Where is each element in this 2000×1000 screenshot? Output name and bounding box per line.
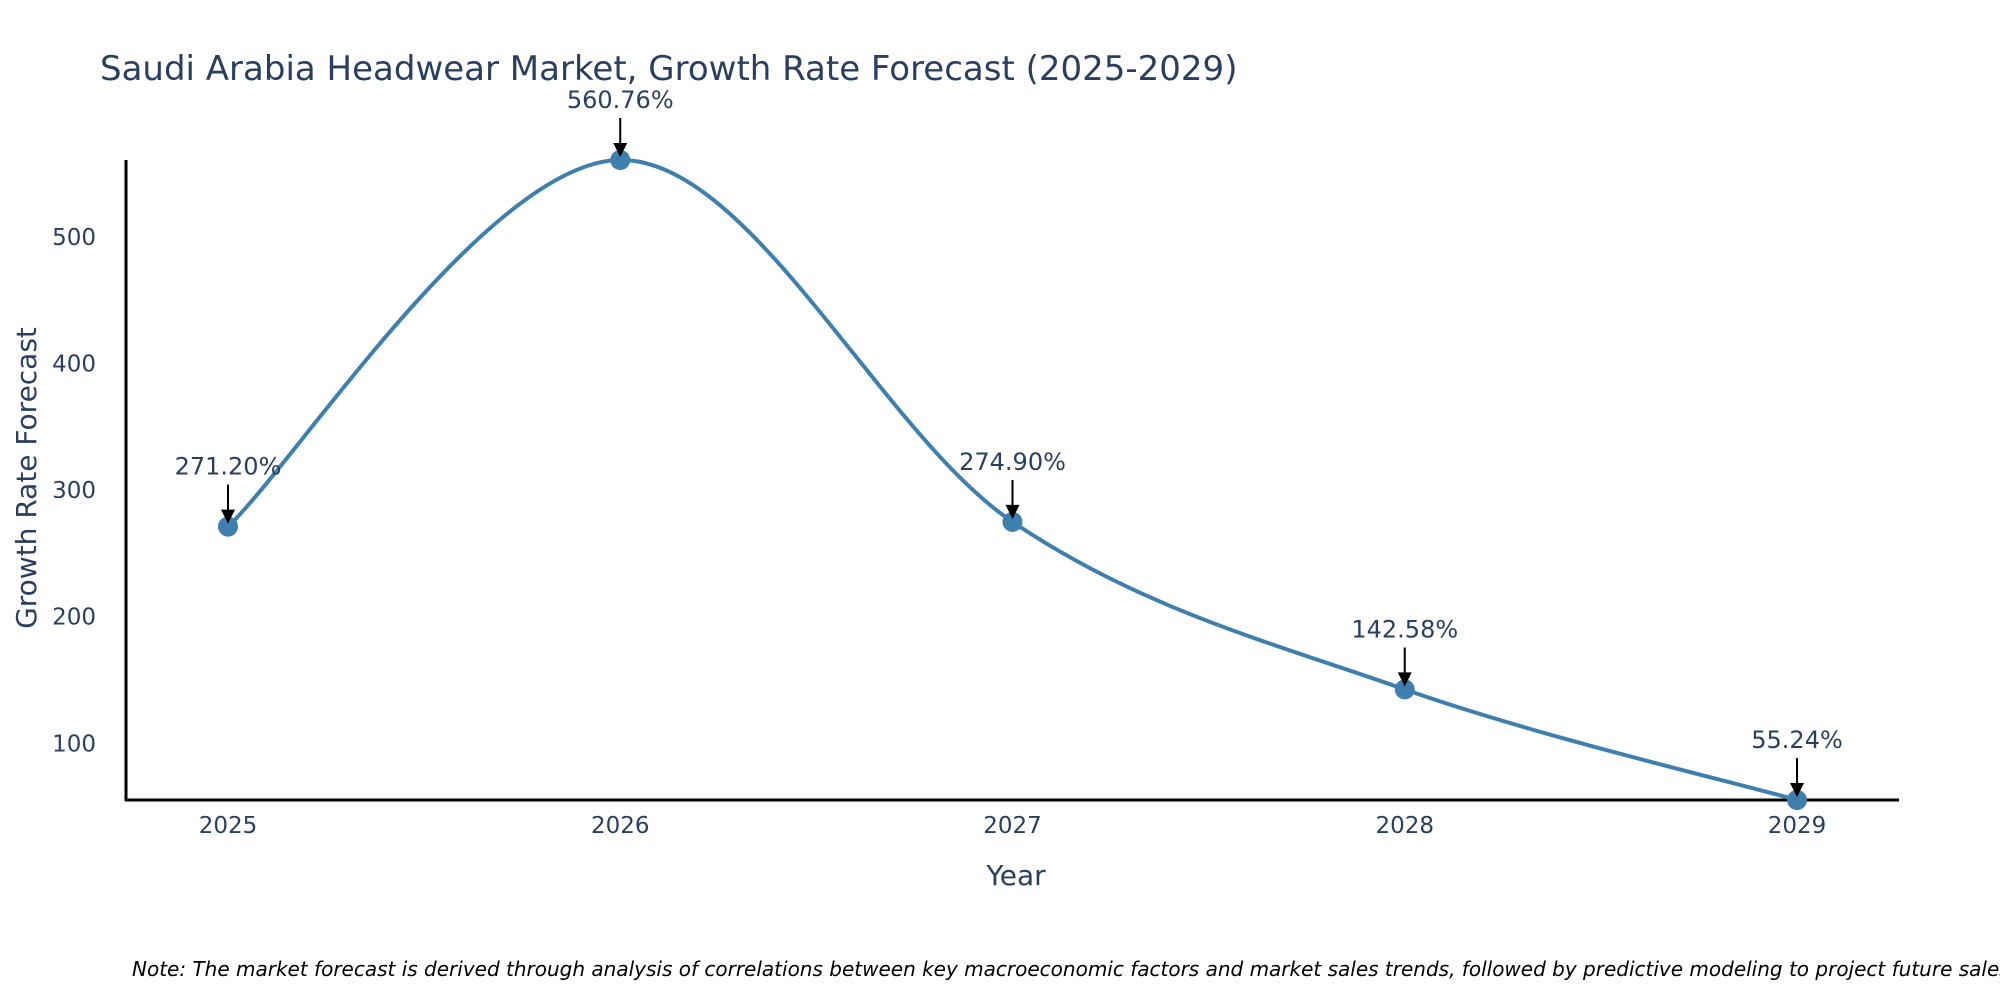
axes (124, 160, 1899, 802)
data-markers (217, 150, 1808, 810)
data-label: 560.76% (567, 86, 674, 114)
annotation-2029: 55.24% (1751, 726, 1843, 797)
annotation-arrow-head (613, 143, 628, 157)
x-tick-label: 2027 (983, 813, 1042, 839)
annotation-arrow-head (220, 509, 235, 524)
y-ticks: 100 200 300 400 500 (52, 225, 96, 757)
data-label: 271.20% (175, 453, 282, 481)
x-tick-label: 2029 (1768, 813, 1827, 839)
data-point-2028 (1394, 679, 1415, 700)
x-tick-label: 2028 (1375, 813, 1434, 839)
footnote: Note: The market forecast is derived thr… (132, 957, 2000, 981)
x-tick-label: 2025 (199, 813, 258, 839)
data-label: 274.90% (959, 448, 1066, 476)
chart-title: Saudi Arabia Headwear Market, Growth Rat… (100, 49, 1237, 89)
series-line (226, 157, 1798, 802)
annotation-2028: 142.58% (1351, 615, 1458, 687)
x-axis-title: Year (985, 859, 1046, 892)
x-ticks: 2025 2026 2027 2028 2029 (199, 813, 1827, 839)
annotation-arrow-head (1005, 504, 1020, 519)
data-annotations: 271.20% 560.76% 274.90% 142.58% 55.24% (175, 86, 1843, 797)
y-tick-label: 300 (52, 478, 96, 504)
data-point-2027 (1002, 511, 1023, 532)
y-tick-label: 200 (52, 605, 96, 631)
data-label: 142.58% (1351, 615, 1458, 643)
data-point-2026 (610, 150, 631, 170)
annotation-2027: 274.90% (959, 448, 1066, 519)
data-point-2029 (1787, 790, 1808, 810)
data-label: 55.24% (1751, 726, 1843, 754)
y-axis-title: Growth Rate Forecast (10, 327, 43, 629)
y-tick-label: 500 (52, 225, 96, 251)
x-tick-label: 2026 (591, 813, 650, 839)
annotation-2025: 271.20% (175, 453, 282, 524)
data-point-2025 (217, 516, 238, 537)
y-tick-label: 400 (52, 352, 96, 378)
annotation-2026: 560.76% (567, 86, 674, 157)
annotation-arrow-head (1397, 672, 1412, 687)
y-tick-label: 100 (52, 731, 96, 757)
annotation-arrow-head (1790, 783, 1805, 797)
